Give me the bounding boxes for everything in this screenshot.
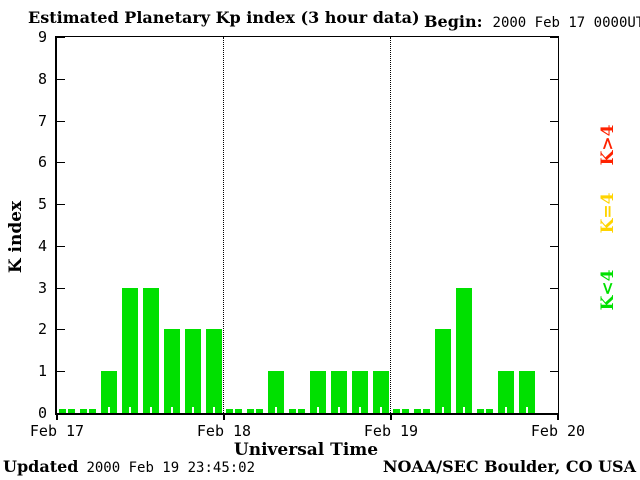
- begin-label: Begin:: [424, 12, 483, 31]
- y-tick-left: [57, 121, 65, 122]
- axis-tick-notch: [484, 409, 486, 413]
- kp-bar: [101, 371, 117, 413]
- plot-area: [55, 36, 559, 415]
- y-tick-right: [550, 371, 558, 372]
- begin-time-row: Begin: 2000 Feb 17 0000UT: [424, 12, 640, 31]
- y-tick-right: [550, 37, 558, 38]
- axis-tick-notch: [317, 407, 319, 413]
- y-tick-label: 0: [37, 404, 47, 422]
- axis-tick-notch: [505, 407, 507, 413]
- x-tick-label: Feb 18: [196, 422, 252, 440]
- y-tick-right: [550, 121, 558, 122]
- axis-tick-notch: [421, 409, 423, 413]
- x-tick-label: Feb 17: [29, 422, 85, 440]
- axis-tick-notch: [233, 409, 235, 413]
- kp-bar: [331, 371, 347, 413]
- axis-tick-notch: [526, 407, 528, 413]
- kp-bar: [352, 371, 368, 413]
- y-tick-left: [57, 37, 65, 38]
- updated-label: Updated: [3, 457, 79, 476]
- axis-tick-notch: [108, 407, 110, 413]
- axis-tick-notch: [171, 407, 173, 413]
- axis-tick-notch: [192, 407, 194, 413]
- y-tick-label: 6: [37, 153, 47, 171]
- kp-bar: [80, 409, 96, 413]
- y-tick-right: [550, 288, 558, 289]
- y-tick-left: [57, 246, 65, 247]
- kp-bar: [373, 371, 389, 413]
- source-credit: NOAA/SEC Boulder, CO USA: [382, 457, 636, 476]
- axis-tick-notch: [129, 407, 131, 413]
- x-tick-label: Feb 20: [530, 422, 586, 440]
- axis-tick-notch: [66, 409, 68, 413]
- axis-tick-notch: [254, 409, 256, 413]
- axis-tick-notch: [338, 407, 340, 413]
- y-tick-left: [57, 79, 65, 80]
- y-tick-label: 3: [37, 279, 47, 297]
- kp-bar: [185, 329, 201, 413]
- x-tick-mark: [557, 415, 559, 420]
- kp-bar: [143, 288, 159, 413]
- kp-bar: [206, 329, 222, 413]
- kp-bar: [456, 288, 472, 413]
- y-tick-label: 2: [37, 320, 47, 338]
- x-tick-mark: [223, 415, 225, 420]
- kp-bar: [435, 329, 451, 413]
- y-tick-label: 7: [37, 112, 47, 130]
- y-tick-left: [57, 329, 65, 330]
- day-boundary-gridline: [390, 37, 391, 413]
- legend-item: K=4: [598, 192, 618, 234]
- axis-tick-notch: [463, 407, 465, 413]
- axis-tick-notch: [442, 407, 444, 413]
- axis-tick-notch: [359, 407, 361, 413]
- axis-tick-notch: [275, 407, 277, 413]
- kp-bar: [498, 371, 514, 413]
- y-tick-label: 5: [37, 195, 47, 213]
- y-tick-right: [550, 79, 558, 80]
- axis-tick-notch: [296, 409, 298, 413]
- x-tick-mark: [390, 415, 392, 420]
- chart-title: Estimated Planetary Kp index (3 hour dat…: [28, 8, 420, 27]
- day-boundary-gridline: [223, 37, 224, 413]
- begin-value: 2000 Feb 17 0000UT: [492, 15, 640, 31]
- y-tick-label: 8: [37, 70, 47, 88]
- axis-tick-notch: [380, 407, 382, 413]
- y-tick-right: [550, 246, 558, 247]
- y-tick-label: 9: [37, 28, 47, 46]
- kp-bar: [477, 409, 493, 413]
- axis-tick-notch: [87, 409, 89, 413]
- axis-tick-notch: [400, 409, 402, 413]
- y-tick-left: [57, 162, 65, 163]
- kp-bar: [226, 409, 242, 413]
- y-tick-label: 4: [37, 237, 47, 255]
- kp-bar: [414, 409, 430, 413]
- y-tick-left: [57, 371, 65, 372]
- legend-item: K<4: [598, 269, 618, 311]
- kp-bar: [59, 409, 75, 413]
- y-tick-left: [57, 204, 65, 205]
- x-axis-label: Universal Time: [233, 440, 379, 460]
- x-tick-label: Feb 19: [363, 422, 419, 440]
- y-tick-label: 1: [37, 362, 47, 380]
- y-tick-right: [550, 162, 558, 163]
- kp-bar: [310, 371, 326, 413]
- y-tick-right: [550, 204, 558, 205]
- kp-bar: [247, 409, 263, 413]
- kp-bar: [122, 288, 138, 413]
- axis-tick-notch: [213, 407, 215, 413]
- updated-row: Updated 2000 Feb 19 23:45:02: [3, 457, 255, 476]
- kp-bar: [393, 409, 409, 413]
- kp-bar: [164, 329, 180, 413]
- y-tick-left: [57, 288, 65, 289]
- kp-bar: [289, 409, 305, 413]
- kp-bar: [519, 371, 535, 413]
- axis-tick-notch: [150, 407, 152, 413]
- y-tick-right: [550, 329, 558, 330]
- kp-bar: [268, 371, 284, 413]
- x-tick-mark: [56, 415, 58, 420]
- updated-value: 2000 Feb 19 23:45:02: [86, 460, 256, 476]
- legend-item: K>4: [598, 124, 618, 166]
